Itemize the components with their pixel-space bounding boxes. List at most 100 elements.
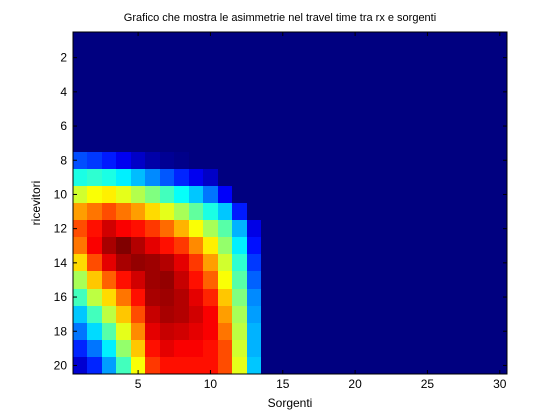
heatmap-cell [261,306,276,323]
heatmap-cell [493,49,507,66]
heatmap-cell [362,271,377,289]
heatmap-cell [333,340,348,357]
heatmap-cell [116,66,131,83]
heatmap-cell [203,135,218,152]
heatmap-cell [189,100,203,118]
heatmap-cell [362,357,377,374]
heatmap-cell [160,220,174,237]
heatmap-cell [304,357,319,374]
heatmap-cell [189,289,203,306]
heatmap-cell [348,340,362,357]
heatmap-cell [406,66,420,83]
heatmap-cell [145,271,160,289]
heatmap-cell [377,32,391,49]
heatmap-cell [304,66,319,83]
heatmap-cell [406,169,420,186]
heatmap-cell [73,169,87,186]
heatmap-cell [276,135,290,152]
y-tick-label: 4 [60,85,67,99]
heatmap-cell [406,100,420,118]
heatmap-cell [261,32,276,49]
heatmap-cell [319,32,333,49]
heatmap-cell [304,169,319,186]
heatmap-cell [160,271,174,289]
heatmap-cell [203,32,218,49]
heatmap-cell [493,289,507,306]
heatmap-cell [348,323,362,340]
heatmap-cell [247,169,261,186]
heatmap-cell [478,289,493,306]
heatmap-cell [261,83,276,100]
heatmap-cell [102,66,116,83]
heatmap-cell [261,254,276,271]
heatmap-cell [290,220,304,237]
heatmap-cell [304,32,319,49]
heatmap-cell [333,271,348,289]
heatmap-cell [73,271,87,289]
heatmap-cell [449,220,464,237]
heatmap-cell [218,83,232,100]
heatmap-cell [232,203,247,220]
heatmap-cell [261,152,276,169]
heatmap-cell [290,135,304,152]
heatmap-cell [73,83,87,100]
heatmap-cell [102,118,116,135]
heatmap-cell [102,152,116,169]
heatmap-cell [377,306,391,323]
heatmap-cell [276,340,290,357]
heatmap-cell [362,66,377,83]
heatmap-cell [145,83,160,100]
heatmap-cell [478,100,493,118]
heatmap-cell [304,100,319,118]
heatmap-cell [304,49,319,66]
heatmap-cell [203,271,218,289]
heatmap-cell [247,100,261,118]
heatmap-cell [276,323,290,340]
heatmap-cell [102,220,116,237]
heatmap-cell [377,357,391,374]
heatmap-cell [377,254,391,271]
heatmap-cell [319,186,333,203]
heatmap-cell [449,32,464,49]
heatmap-cell [73,203,87,220]
heatmap-cell [116,135,131,152]
heatmap-cell [218,271,232,289]
heatmap-cell [319,289,333,306]
heatmap-cell [232,340,247,357]
heatmap-cell [232,83,247,100]
heatmap-cell [218,220,232,237]
heatmap-cell [435,271,449,289]
heatmap-cell [261,289,276,306]
heatmap-cell [87,289,102,306]
heatmap-cell [435,32,449,49]
heatmap-cell [232,271,247,289]
heatmap-cell [406,203,420,220]
heatmap-cell [102,289,116,306]
x-tick-label: 25 [421,377,435,391]
heatmap-cell [290,66,304,83]
heatmap-cell [174,220,189,237]
heatmap-cell [406,323,420,340]
heatmap-cell [203,169,218,186]
heatmap-cell [493,237,507,254]
y-axis: 2 4 6 8 10 12 14 16 18 20 [54,51,507,372]
heatmap-cell [87,323,102,340]
heatmap-cell [493,357,507,374]
heatmap-cell [261,186,276,203]
heatmap-cell [232,49,247,66]
heatmap-cell [131,186,145,203]
heatmap-cell [348,49,362,66]
heatmap-cells [73,32,507,374]
heatmap-cell [493,135,507,152]
heatmap-cell [203,323,218,340]
heatmap-cell [160,169,174,186]
heatmap-cell [87,237,102,254]
heatmap-cell [116,49,131,66]
heatmap-cell [362,323,377,340]
heatmap-cell [333,357,348,374]
heatmap-cell [406,271,420,289]
heatmap-cell [377,203,391,220]
heatmap-cell [406,289,420,306]
heatmap-cell [406,306,420,323]
heatmap-cell [87,152,102,169]
